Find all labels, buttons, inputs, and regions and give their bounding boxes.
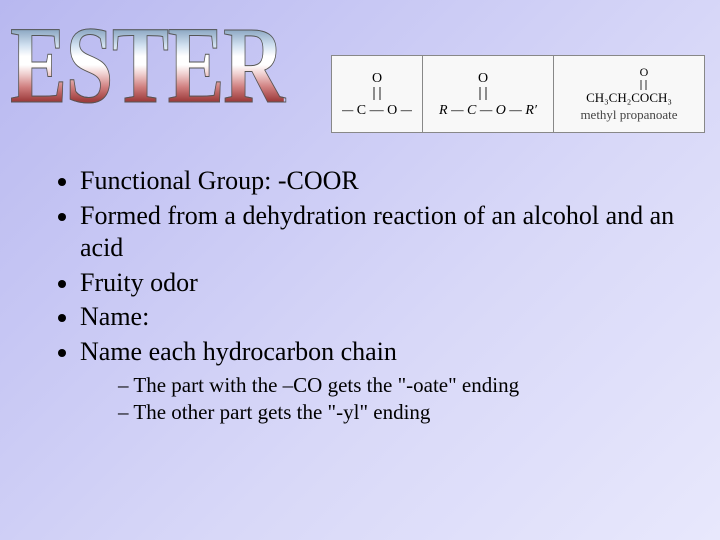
- chem-cell-1: O — C — O —: [332, 56, 423, 133]
- svg-text:O: O: [372, 71, 382, 86]
- svg-text:CH₃CH₂COCH₃: CH₃CH₂COCH₃: [586, 90, 672, 105]
- chem-cell-2: O R — C — O — R′: [423, 56, 554, 133]
- sub-bullet-text: The part with the –CO gets the "-oate" e…: [133, 373, 519, 397]
- sub-bullet-text: The other part gets the "-yl" ending: [133, 400, 430, 424]
- methyl-propanoate-icon: O CH₃CH₂COCH₃: [564, 66, 694, 106]
- sub-bullet-item: The other part gets the "-yl" ending: [118, 399, 690, 425]
- bullet-text: Fruity odor: [80, 268, 198, 297]
- svg-text:R — C — O — R′: R — C — O — R′: [438, 103, 538, 118]
- content-region: Functional Group: -COOR Formed from a de…: [50, 165, 690, 428]
- ester-generic-icon: O — C — O —: [342, 70, 412, 118]
- bullet-item: Fruity odor: [80, 267, 690, 300]
- bullet-text: Name each hydrocarbon chain: [80, 337, 397, 366]
- bullet-text: Formed from a dehydration reaction of an…: [80, 201, 674, 263]
- sub-bullet-list: The part with the –CO gets the "-oate" e…: [80, 372, 690, 426]
- ester-r-rprime-icon: O R — C — O — R′: [433, 70, 543, 118]
- sub-bullet-item: The part with the –CO gets the "-oate" e…: [118, 372, 690, 398]
- bullet-item: Name:: [80, 301, 690, 334]
- bullet-item: Name each hydrocarbon chain The part wit…: [80, 336, 690, 426]
- bullet-item: Functional Group: -COOR: [80, 165, 690, 198]
- bullet-item: Formed from a dehydration reaction of an…: [80, 200, 690, 265]
- chem-cell-3: O CH₃CH₂COCH₃ methyl propanoate: [554, 56, 705, 133]
- svg-text:— C — O —: — C — O —: [342, 103, 412, 118]
- chem-caption-3: methyl propanoate: [564, 107, 694, 123]
- main-bullet-list: Functional Group: -COOR Formed from a de…: [50, 165, 690, 426]
- svg-text:O: O: [478, 71, 488, 86]
- bullet-text: Name:: [80, 302, 149, 331]
- page-title: ESTER: [10, 10, 284, 120]
- svg-text:O: O: [640, 66, 649, 79]
- title-wrap: ESTER: [10, 10, 361, 120]
- bullet-text: Functional Group: -COOR: [80, 166, 359, 195]
- chemistry-examples-table: O — C — O — O R — C — O — R′ O CH₃CH₂COC…: [331, 55, 705, 133]
